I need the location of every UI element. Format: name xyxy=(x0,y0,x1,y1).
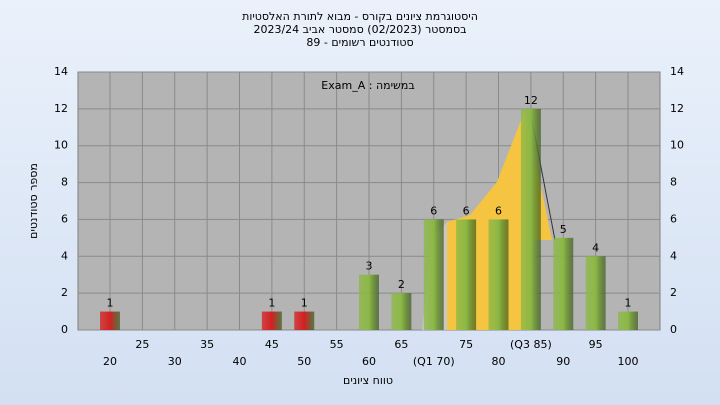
y2-tick-label: 2 xyxy=(670,286,677,299)
x-tick-label: 25 xyxy=(135,338,149,351)
bar xyxy=(456,219,477,330)
x-tick-label: 20 xyxy=(103,355,117,368)
x-tick-label: 30 xyxy=(168,355,182,368)
x-tick-label: 80 xyxy=(492,355,506,368)
annotation: Exam_A : במשימה xyxy=(321,79,414,92)
bar xyxy=(359,274,379,330)
bar xyxy=(618,311,638,330)
bar xyxy=(423,219,444,330)
x-tick-label: (Q1 70) xyxy=(413,355,455,368)
chart-title: היסטוגרמת ציונים בקורס - מבוא לתורת האלס… xyxy=(242,10,478,23)
x-axis-label: טווח ציונים xyxy=(343,374,393,387)
bar xyxy=(100,311,120,330)
x-tick-label: 55 xyxy=(330,338,344,351)
x-tick-label: 60 xyxy=(362,355,376,368)
data-label: 6 xyxy=(495,204,502,217)
bar xyxy=(520,108,541,330)
bar xyxy=(488,219,509,330)
chart-subtitle: בסמסטר (02/2023) סמסטר אביב 2023/24 xyxy=(253,23,466,36)
x-tick-label: 45 xyxy=(265,338,279,351)
y2-tick-label: 10 xyxy=(670,139,684,152)
x-tick-label: 50 xyxy=(297,355,311,368)
bar xyxy=(391,293,412,330)
data-label: 6 xyxy=(430,204,437,217)
x-tick-label: 95 xyxy=(589,338,603,351)
y-tick-label: 6 xyxy=(61,212,68,225)
y2-tick-label: 6 xyxy=(670,212,677,225)
x-tick-label: (Q3 85) xyxy=(510,338,552,351)
y2-tick-label: 12 xyxy=(670,102,684,115)
y-tick-label: 10 xyxy=(54,139,68,152)
y2-tick-label: 14 xyxy=(670,65,684,78)
data-label: 1 xyxy=(268,297,275,310)
x-tick-label: 35 xyxy=(200,338,214,351)
x-tick-label: 75 xyxy=(459,338,473,351)
data-label: 6 xyxy=(463,204,470,217)
chart-subtitle: סטודנטים רשומים - 89 xyxy=(306,36,413,49)
y-tick-label: 14 xyxy=(54,65,68,78)
y2-tick-label: 8 xyxy=(670,176,677,189)
bar xyxy=(261,311,282,330)
x-tick-label: 90 xyxy=(556,355,570,368)
y-tick-label: 2 xyxy=(61,286,68,299)
data-label: 2 xyxy=(398,278,405,291)
y2-tick-label: 0 xyxy=(670,323,677,336)
data-label: 3 xyxy=(366,260,373,273)
data-label: 1 xyxy=(107,297,114,310)
x-tick-label: 40 xyxy=(233,355,247,368)
x-tick-label: 65 xyxy=(394,338,408,351)
bar xyxy=(585,256,606,330)
y2-tick-label: 4 xyxy=(670,249,677,262)
x-tick-label: 100 xyxy=(618,355,639,368)
data-label: 5 xyxy=(560,223,567,236)
data-label: 1 xyxy=(301,297,308,310)
y-tick-label: 0 xyxy=(61,323,68,336)
bar xyxy=(553,237,574,330)
y-tick-label: 4 xyxy=(61,249,68,262)
bar xyxy=(294,311,315,330)
y-tick-label: 8 xyxy=(61,176,68,189)
y-tick-label: 12 xyxy=(54,102,68,115)
data-label: 1 xyxy=(625,297,632,310)
y-axis-label: מספר סטודנטים xyxy=(27,163,40,239)
data-label: 4 xyxy=(592,241,599,254)
data-label: 12 xyxy=(524,94,538,107)
